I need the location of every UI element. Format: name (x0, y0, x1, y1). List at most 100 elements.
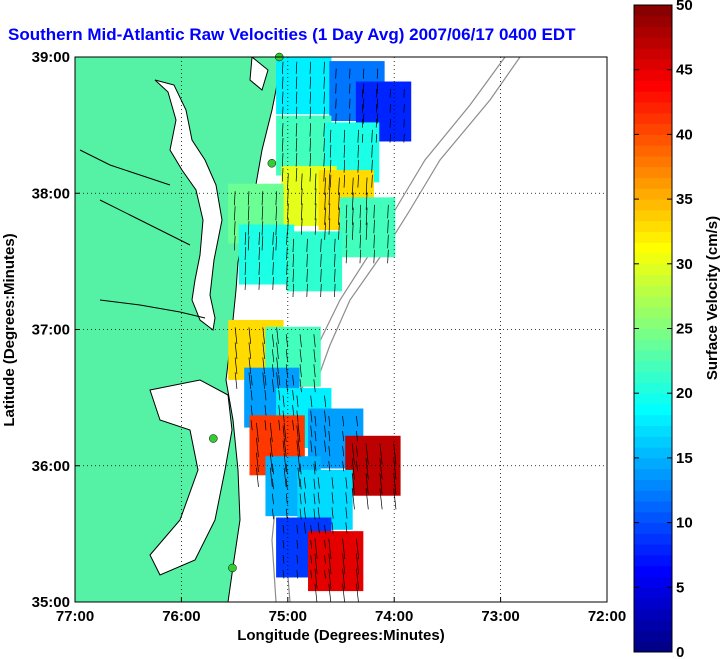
velocity-arrow (314, 203, 317, 220)
velocity-arrow (299, 463, 302, 475)
velocity-arrow (328, 460, 331, 472)
velocity-arrow (296, 395, 299, 408)
velocity-arrow (313, 349, 316, 363)
colorbar-step (634, 544, 672, 556)
velocity-arrow (328, 553, 332, 575)
colorbar-step (634, 253, 672, 265)
velocity-arrow (324, 539, 326, 549)
colorbar-step (634, 242, 672, 254)
velocity-arrow (365, 458, 369, 480)
colorbar-step (634, 188, 672, 200)
velocity-arrow (349, 68, 351, 79)
colorbar-step (634, 69, 672, 81)
velocity-arrow (313, 493, 316, 505)
velocity-arrow (313, 478, 316, 490)
colorbar-step (634, 166, 672, 179)
velocity-arrow (362, 83, 365, 94)
colorbar-label: Surface Velocity (cm/s) (704, 216, 721, 380)
velocity-arrow (300, 203, 303, 220)
velocity-arrow (285, 379, 288, 393)
velocity-arrow (306, 283, 308, 298)
velocity-arrow (244, 247, 247, 260)
velocity-arrow (261, 221, 264, 236)
velocity-arrow (250, 405, 253, 416)
velocity-arrow (250, 375, 253, 386)
radar-site-2 (209, 434, 218, 443)
velocity-arrow (317, 522, 320, 534)
velocity-arrow (362, 113, 365, 124)
velocity-arrow (329, 174, 332, 188)
velocity-arrow (234, 327, 238, 344)
velocity-arrow (269, 422, 273, 442)
velocity-arrow (356, 568, 360, 590)
velocity-arrow (296, 440, 299, 453)
velocity-arrow (292, 375, 295, 386)
velocity-arrow (328, 415, 331, 427)
velocity-arrow (264, 390, 267, 401)
velocity-arrow (261, 236, 264, 251)
velocity-arrow (283, 437, 287, 457)
velocity-arrow (365, 222, 368, 240)
colorbar-tick-label: 5 (676, 579, 684, 596)
velocity-arrow (248, 357, 252, 374)
colorbar-step (634, 490, 672, 502)
colorbar-step (634, 231, 672, 243)
colorbar-step (634, 80, 672, 92)
velocity-arrow (285, 463, 288, 475)
velocity-arrow (296, 554, 299, 564)
velocity-arrow (247, 206, 250, 221)
velocity-arrow (356, 553, 360, 575)
velocity-vectors (234, 61, 405, 602)
velocity-arrow (317, 477, 320, 489)
velocity-arrow (324, 569, 326, 579)
velocity-arrow (282, 554, 285, 564)
velocity-arrow (328, 568, 332, 590)
velocity-arrow (272, 493, 274, 505)
velocity-arrow (282, 440, 285, 453)
velocity-arrow (373, 219, 375, 234)
velocity-arrow (313, 508, 316, 520)
colorbar-step (634, 26, 672, 38)
velocity-arrow (357, 129, 359, 143)
velocity-arrow (338, 177, 340, 195)
velocity-arrow (276, 327, 279, 344)
pamlico-sound (149, 379, 233, 576)
velocity-arrow (329, 159, 332, 173)
velocity-arrow (282, 106, 284, 119)
velocity-arrow (309, 168, 312, 182)
colorbar-step (634, 220, 672, 232)
velocity-arrow (282, 569, 285, 579)
velocity-arrow (331, 507, 334, 519)
velocity-arrow (393, 488, 397, 510)
colorbar-step (634, 134, 672, 146)
velocity-arrow (351, 443, 355, 465)
velocity-arrow (283, 467, 287, 487)
velocity-arrow (295, 106, 298, 119)
velocity-arrow (334, 283, 336, 298)
velocity-arrow (324, 207, 326, 225)
colorbar-step (634, 155, 672, 168)
velocity-arrow (329, 129, 332, 143)
velocity-arrow (357, 174, 359, 188)
colorbar-step (634, 457, 672, 470)
velocity-arrow (351, 192, 354, 210)
velocity-arrow (248, 327, 252, 344)
chart-title: Southern Mid-Atlantic Raw Velocities (1 … (8, 25, 576, 44)
x-axis-ticks: 77:00 76:00 75:00 74:00 73:00 72:00 (56, 597, 626, 625)
velocity-arrow (247, 191, 250, 206)
velocity-arrow (324, 554, 326, 564)
velocity-arrow (371, 174, 373, 188)
velocity-arrow (309, 153, 312, 167)
velocity-arrow (295, 123, 298, 137)
velocity-arrow (328, 583, 332, 602)
colorbar-step (634, 306, 672, 319)
velocity-arrow (328, 173, 331, 190)
velocity-arrow (376, 98, 379, 109)
velocity-arrow (272, 247, 274, 260)
velocity-arrow (365, 488, 369, 510)
colorbar-step (634, 425, 672, 437)
velocity-arrow (323, 138, 325, 152)
velocity-arrow (272, 334, 275, 348)
velocity-arrow (278, 405, 281, 416)
velocity-arrow (376, 68, 379, 79)
